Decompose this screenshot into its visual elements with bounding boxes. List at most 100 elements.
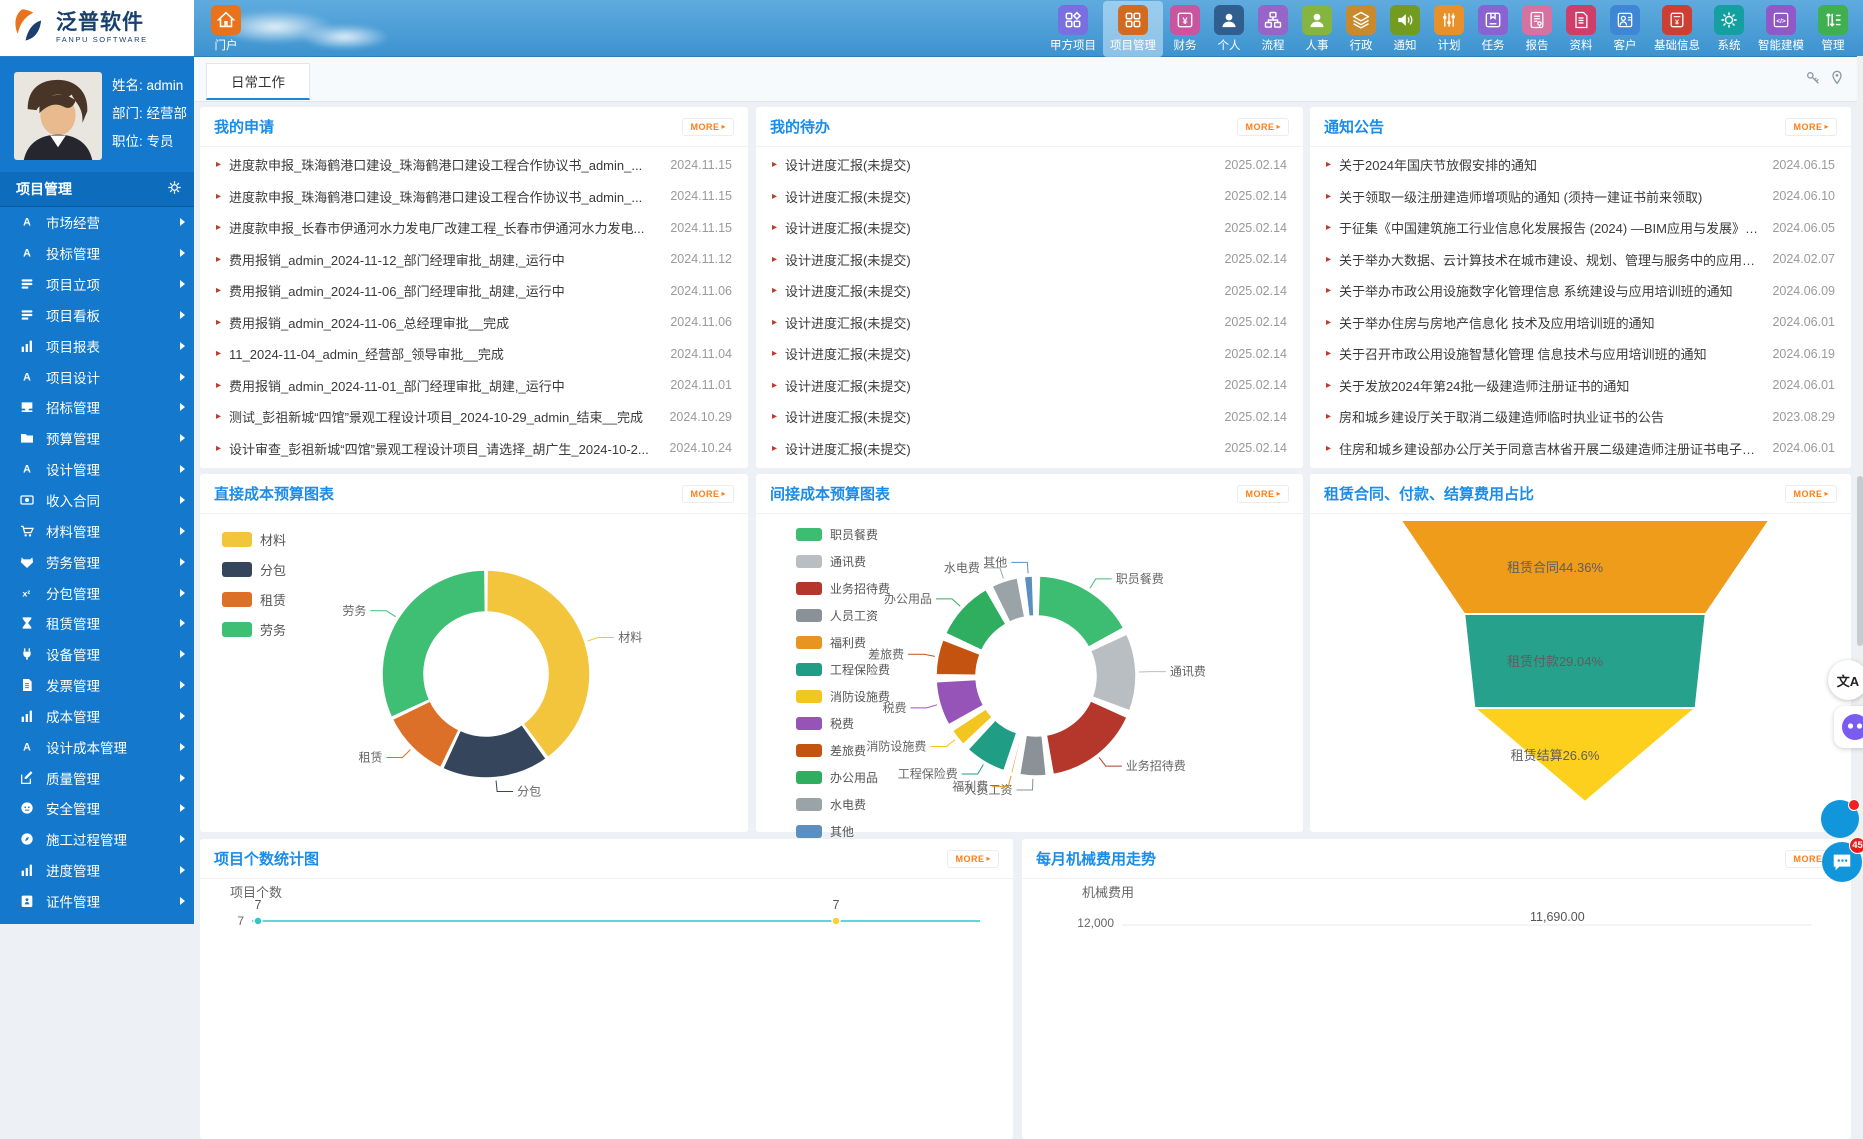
todo-item[interactable]: ▸设计进度汇报(未提交)2025.02.14 — [756, 212, 1303, 244]
todo-item[interactable]: ▸设计进度汇报(未提交)2025.02.14 — [756, 149, 1303, 181]
todo-item[interactable]: ▸设计进度汇报(未提交)2025.02.14 — [756, 433, 1303, 465]
settings-gear-icon[interactable] — [167, 180, 182, 198]
todo-item[interactable]: ▸设计进度汇报(未提交)2025.02.14 — [756, 275, 1303, 307]
sidebar-item-分包管理[interactable]: x²分包管理 — [0, 577, 194, 608]
todo-item[interactable]: ▸设计进度汇报(未提交)2025.02.14 — [756, 370, 1303, 402]
notice-item[interactable]: ▸关于举办市政公用设施数字化管理信息 系统建设与应用培训班的通知2024.06.… — [1310, 275, 1851, 307]
todo-item[interactable]: ▸设计进度汇报(未提交)2025.02.14 — [756, 244, 1303, 276]
more-button[interactable]: MORE▸ — [1785, 485, 1837, 503]
request-item[interactable]: ▸进度款申报_珠海鹤港口建设_珠海鹤港口建设工程合作协议书_admin_...2… — [200, 181, 748, 213]
translate-fab[interactable]: 文A — [1828, 660, 1863, 700]
sidebar-item-发票管理[interactable]: 发票管理 — [0, 670, 194, 701]
nav-item-home[interactable]: 门户 — [204, 1, 248, 57]
sidebar-item-施工过程管理[interactable]: 施工过程管理 — [0, 824, 194, 855]
more-button[interactable]: MORE▸ — [1785, 118, 1837, 136]
legend-item-水电费[interactable]: 水电费 — [796, 796, 890, 813]
more-button[interactable]: MORE▸ — [1237, 485, 1289, 503]
sidebar-item-质量管理[interactable]: 质量管理 — [0, 762, 194, 793]
legend-item-通讯费[interactable]: 通讯费 — [796, 553, 890, 570]
sidebar-item-安全管理[interactable]: 安全管理 — [0, 793, 194, 824]
chat-fab[interactable]: 45 — [1822, 842, 1862, 882]
sidebar-item-劳务管理[interactable]: 劳务管理 — [0, 546, 194, 577]
nav-item-通知[interactable]: 通知 — [1383, 1, 1427, 57]
sidebar-item-项目看板[interactable]: 项目看板 — [0, 300, 194, 331]
more-button[interactable]: MORE▸ — [682, 485, 734, 503]
key-icon[interactable] — [1805, 70, 1821, 91]
nav-item-管理[interactable]: 管理 — [1811, 1, 1855, 57]
notice-item[interactable]: ▸住房和城乡建设部办公厅关于同意吉林省开展二级建造师注册证书电子化试点...20… — [1310, 433, 1851, 465]
nav-item-计划[interactable]: 计划 — [1427, 1, 1471, 57]
donut-segment-办公用品[interactable] — [946, 589, 1006, 650]
todo-item[interactable]: ▸设计进度汇报(未提交)2025.02.14 — [756, 181, 1303, 213]
donut-segment-其他[interactable] — [1024, 576, 1034, 616]
notice-item[interactable]: ▸关于领取一级注册建造师增项贴的通知 (须持一建证书前来领取)2024.06.1… — [1310, 181, 1851, 213]
legend-item-业务招待费[interactable]: 业务招待费 — [796, 580, 890, 597]
sidebar-item-项目立项[interactable]: 项目立项 — [0, 269, 194, 300]
legend-item-人员工资[interactable]: 人员工资 — [796, 607, 890, 624]
todo-item[interactable]: ▸设计进度汇报(未提交)2025.02.14 — [756, 401, 1303, 433]
request-item[interactable]: ▸进度款申报_珠海鹤港口建设_珠海鹤港口建设工程合作协议书_admin_...2… — [200, 149, 748, 181]
legend-item-劳务[interactable]: 劳务 — [222, 620, 286, 639]
sidebar-item-进度管理[interactable]: 进度管理 — [0, 855, 194, 886]
request-item[interactable]: ▸设计审查_彭祖新城“四馆”景观工程设计项目_请选择_胡广生_2024-10-2… — [200, 433, 748, 465]
sidebar-item-材料管理[interactable]: 材料管理 — [0, 515, 194, 546]
sidebar-item-设计管理[interactable]: A设计管理 — [0, 454, 194, 485]
sidebar-item-投标管理[interactable]: A投标管理 — [0, 238, 194, 269]
nav-item-财务[interactable]: ¥财务 — [1163, 1, 1207, 57]
nav-item-流程[interactable]: 流程 — [1251, 1, 1295, 57]
legend-item-工程保险费[interactable]: 工程保险费 — [796, 661, 890, 678]
nav-item-资料[interactable]: 资料 — [1559, 1, 1603, 57]
legend-item-消防设施费[interactable]: 消防设施费 — [796, 688, 890, 705]
legend-item-税费[interactable]: 税费 — [796, 715, 890, 732]
scrollbar-thumb[interactable] — [1857, 476, 1863, 646]
sidebar-item-收入合同[interactable]: 收入合同 — [0, 485, 194, 516]
sidebar-item-设备管理[interactable]: 设备管理 — [0, 639, 194, 670]
request-item[interactable]: ▸测试_彭祖新城“四馆”景观工程设计项目_2024-10-29_admin_结束… — [200, 401, 748, 433]
todo-item[interactable]: ▸设计进度汇报(未提交)2025.02.14 — [756, 307, 1303, 339]
todo-item[interactable]: ▸设计进度汇报(未提交)2025.02.14 — [756, 338, 1303, 370]
sidebar-item-成本管理[interactable]: 成本管理 — [0, 701, 194, 732]
legend-item-材料[interactable]: 材料 — [222, 530, 286, 549]
donut-segment-职员餐费[interactable] — [1038, 576, 1124, 647]
nav-item-基础信息[interactable]: ¥基础信息 — [1647, 1, 1707, 57]
notice-item[interactable]: ▸于征集《中国建筑施工行业信息化发展报告 (2024) —BIM应用与发展》材料… — [1310, 212, 1851, 244]
sidebar-item-市场经营[interactable]: A市场经营 — [0, 207, 194, 238]
notice-item[interactable]: ▸房和城乡建设厅关于取消二级建造师临时执业证书的公告2023.08.29 — [1310, 401, 1851, 433]
request-item[interactable]: ▸费用报销_admin_2024-11-01_部门经理审批_胡建,_运行中202… — [200, 370, 748, 402]
legend-item-租赁[interactable]: 租赁 — [222, 590, 286, 609]
notice-item[interactable]: ▸关于举办住房与房地产信息化 技术及应用培训班的通知2024.06.01 — [1310, 307, 1851, 339]
nav-item-项目管理[interactable]: 项目管理 — [1103, 1, 1163, 57]
assistant-fab[interactable] — [1834, 706, 1863, 748]
sidebar-item-招标管理[interactable]: 招标管理 — [0, 392, 194, 423]
more-button[interactable]: MORE▸ — [682, 118, 734, 136]
nav-item-任务[interactable]: 任务 — [1471, 1, 1515, 57]
sidebar-item-证件管理[interactable]: 证件管理 — [0, 886, 194, 917]
nav-item-甲方项目[interactable]: 甲方项目 — [1043, 1, 1103, 57]
nav-item-客户[interactable]: 客户 — [1603, 1, 1647, 57]
nav-item-报告[interactable]: 报告 — [1515, 1, 1559, 57]
nav-item-智能建模[interactable]: </>智能建模 — [1751, 1, 1811, 57]
nav-item-系统[interactable]: 系统 — [1707, 1, 1751, 57]
legend-item-办公用品[interactable]: 办公用品 — [796, 769, 890, 786]
notice-item[interactable]: ▸关于2024年国庆节放假安排的通知2024.06.15 — [1310, 149, 1851, 181]
request-item[interactable]: ▸费用报销_admin_2024-11-12_部门经理审批_胡建,_运行中202… — [200, 244, 748, 276]
nav-item-个人[interactable]: 个人 — [1207, 1, 1251, 57]
pin-icon[interactable] — [1829, 70, 1845, 91]
sidebar-item-预算管理[interactable]: 预算管理 — [0, 423, 194, 454]
notice-item[interactable]: ▸关于发放2024年第24批一级建造师注册证书的通知2024.06.01 — [1310, 370, 1851, 402]
sidebar-item-项目报表[interactable]: 项目报表 — [0, 330, 194, 361]
nav-item-行政[interactable]: 行政 — [1339, 1, 1383, 57]
notice-item[interactable]: ▸关于举办大数据、云计算技术在城市建设、规划、管理与服务中的应用培训班...20… — [1310, 244, 1851, 276]
donut-segment-业务招待费[interactable] — [1046, 701, 1127, 775]
donut-segment-通讯费[interactable] — [1090, 634, 1136, 711]
legend-item-福利费[interactable]: 福利费 — [796, 634, 890, 651]
more-button[interactable]: MORE▸ — [1237, 118, 1289, 136]
request-item[interactable]: ▸进度款申报_长春市伊通河水力发电厂改建工程_长春市伊通河水力发电...2024… — [200, 212, 748, 244]
notice-item[interactable]: ▸关于召开市政公用设施智慧化管理 信息技术与应用培训班的通知2024.06.19 — [1310, 338, 1851, 370]
user-avatar[interactable] — [14, 72, 102, 160]
legend-item-其他[interactable]: 其他 — [796, 823, 890, 840]
request-item[interactable]: ▸费用报销_admin_2024-11-06_总经理审批__完成2024.11.… — [200, 307, 748, 339]
donut-segment-人员工资[interactable] — [1020, 735, 1047, 776]
tab-daily-work[interactable]: 日常工作 — [206, 63, 310, 100]
donut-segment-劳务[interactable] — [382, 570, 485, 717]
